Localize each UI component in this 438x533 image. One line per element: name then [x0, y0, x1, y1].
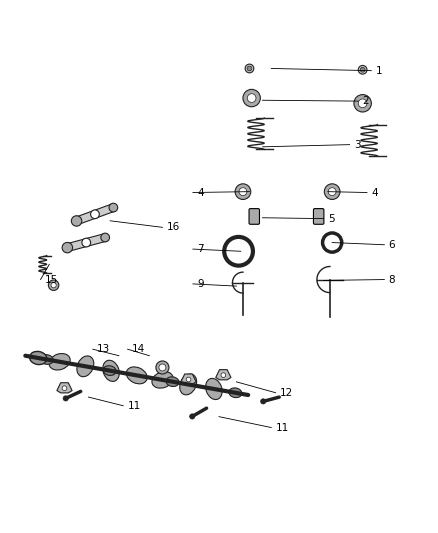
- Polygon shape: [57, 383, 72, 393]
- Circle shape: [82, 238, 91, 247]
- Circle shape: [63, 396, 68, 401]
- Text: 7: 7: [197, 244, 204, 254]
- FancyBboxPatch shape: [314, 208, 324, 224]
- Circle shape: [62, 243, 73, 253]
- Circle shape: [243, 90, 260, 107]
- Circle shape: [51, 282, 56, 288]
- Circle shape: [239, 188, 247, 196]
- Text: 2: 2: [363, 96, 369, 106]
- Ellipse shape: [152, 372, 173, 388]
- Text: 1: 1: [376, 66, 382, 76]
- Circle shape: [261, 399, 266, 404]
- Circle shape: [91, 210, 99, 219]
- Text: 11: 11: [276, 423, 289, 433]
- Ellipse shape: [29, 351, 47, 365]
- Circle shape: [159, 364, 166, 371]
- Text: 4: 4: [371, 188, 378, 198]
- Circle shape: [360, 67, 365, 72]
- Polygon shape: [75, 204, 115, 224]
- Ellipse shape: [103, 366, 116, 375]
- Circle shape: [354, 94, 371, 112]
- Circle shape: [62, 386, 67, 391]
- Circle shape: [48, 280, 59, 290]
- Ellipse shape: [40, 354, 53, 365]
- Circle shape: [190, 414, 195, 419]
- Text: 9: 9: [197, 279, 204, 289]
- Text: 12: 12: [280, 387, 293, 398]
- Circle shape: [245, 64, 254, 73]
- Circle shape: [156, 361, 169, 374]
- Circle shape: [221, 373, 226, 377]
- Ellipse shape: [77, 356, 94, 377]
- Ellipse shape: [180, 374, 197, 395]
- Ellipse shape: [103, 360, 119, 382]
- Polygon shape: [66, 233, 106, 252]
- Text: 13: 13: [97, 344, 110, 354]
- Ellipse shape: [49, 353, 70, 370]
- Text: 15: 15: [45, 274, 58, 285]
- Circle shape: [71, 216, 82, 226]
- Ellipse shape: [126, 367, 147, 384]
- Text: 3: 3: [354, 140, 360, 150]
- Text: 11: 11: [127, 401, 141, 411]
- Circle shape: [358, 99, 367, 108]
- Ellipse shape: [229, 388, 242, 398]
- Circle shape: [109, 203, 118, 212]
- Circle shape: [235, 184, 251, 199]
- FancyBboxPatch shape: [249, 208, 259, 224]
- Text: 6: 6: [389, 240, 396, 250]
- Text: 5: 5: [328, 214, 335, 224]
- Circle shape: [358, 66, 367, 74]
- Circle shape: [101, 233, 110, 242]
- Polygon shape: [181, 374, 196, 384]
- Polygon shape: [216, 370, 231, 380]
- Circle shape: [324, 184, 340, 199]
- Text: 4: 4: [197, 188, 204, 198]
- Ellipse shape: [206, 378, 222, 400]
- Circle shape: [247, 94, 256, 102]
- Circle shape: [247, 66, 252, 71]
- Ellipse shape: [166, 377, 179, 386]
- Text: 14: 14: [132, 344, 145, 354]
- Circle shape: [328, 188, 336, 196]
- Text: 16: 16: [167, 222, 180, 232]
- Text: 8: 8: [389, 274, 396, 285]
- Circle shape: [186, 377, 191, 382]
